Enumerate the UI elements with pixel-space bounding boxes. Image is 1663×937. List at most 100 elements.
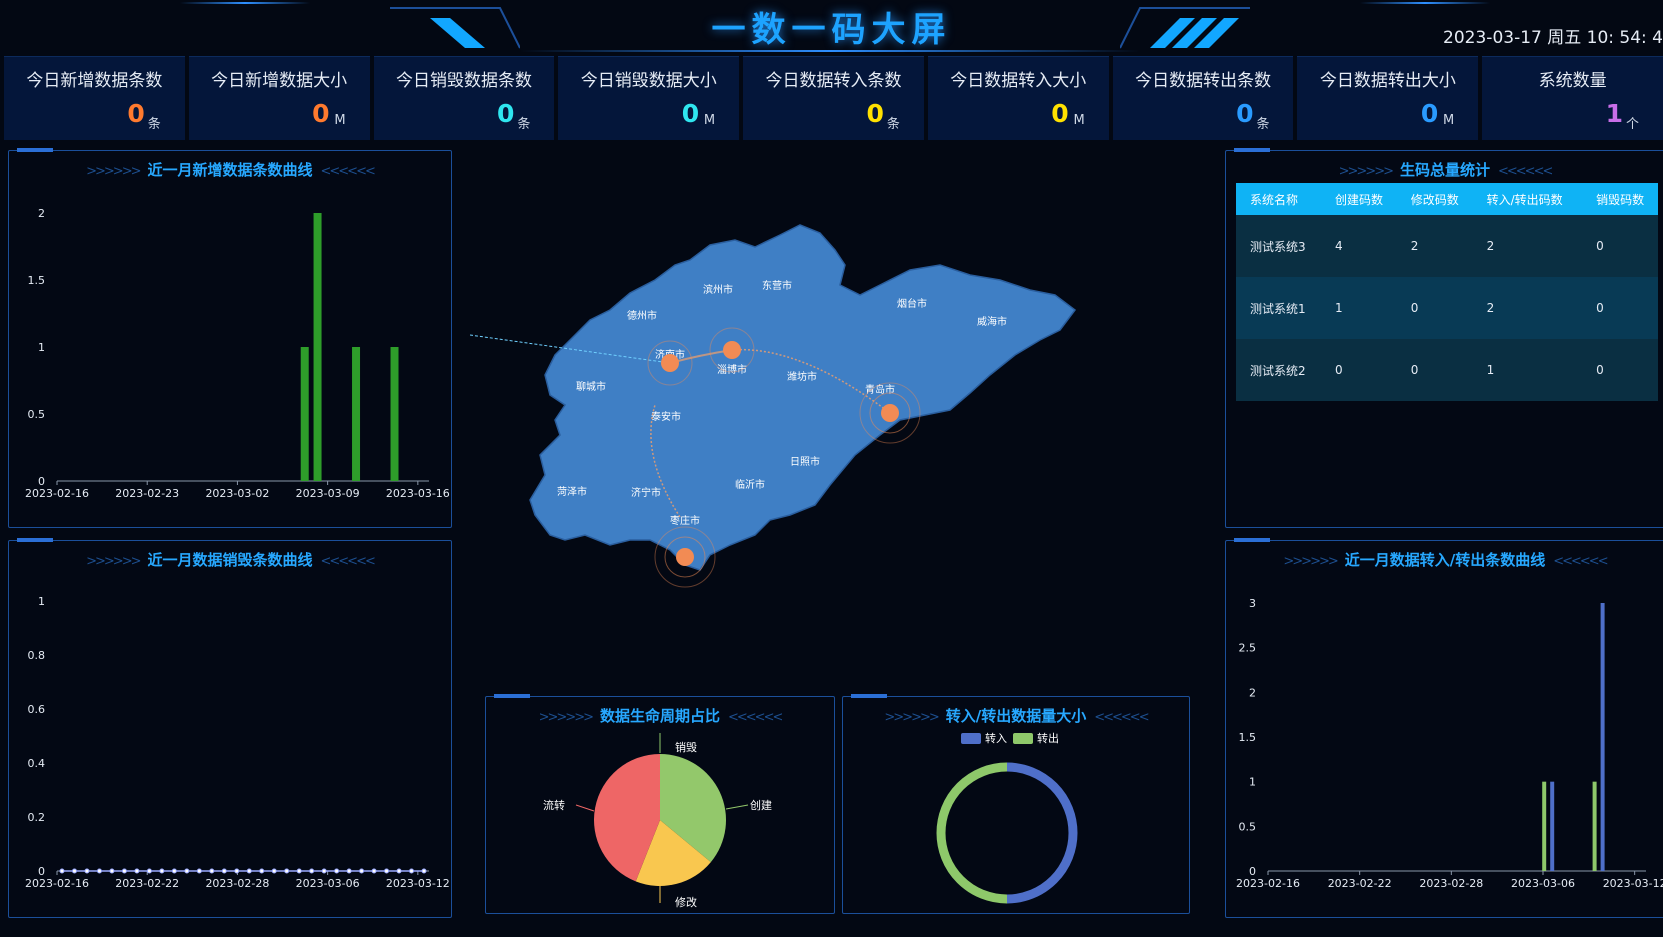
x-tick-label: 2023-02-22: [115, 877, 179, 890]
table-cell: 0: [1396, 339, 1473, 401]
map-city-label: 东营市: [762, 279, 792, 292]
stat-card: 今日销毁数据条数 0 条: [373, 56, 555, 140]
header-left-deco: [390, 7, 520, 49]
data-point[interactable]: [109, 868, 115, 874]
x-tick-label: 2023-02-16: [25, 487, 89, 500]
legend-swatch[interactable]: [961, 733, 981, 744]
data-point[interactable]: [184, 868, 190, 874]
data-point[interactable]: [421, 868, 427, 874]
table-row[interactable]: 测试系统1 1 0 2 0: [1236, 277, 1658, 339]
data-point[interactable]: [84, 868, 90, 874]
pie-slice-label: 创建: [750, 798, 772, 812]
data-point[interactable]: [134, 868, 140, 874]
data-point[interactable]: [246, 868, 252, 874]
data-point[interactable]: [371, 868, 377, 874]
data-point[interactable]: [221, 868, 227, 874]
datetime: 2023-03-17 周五 10: 54: 4: [1443, 28, 1663, 48]
bar[interactable]: [390, 347, 399, 481]
data-point[interactable]: [296, 868, 302, 874]
y-tick-label: 1: [38, 595, 45, 608]
map-city-label: 菏泽市: [557, 485, 587, 498]
y-tick-label: 2.5: [1239, 642, 1257, 655]
map-city-label: 潍坊市: [787, 370, 817, 383]
stat-label: 今日新增数据条数: [26, 71, 163, 91]
header: 一数一码大屏 2023-03-17 周五 10: 54: 4: [0, 0, 1663, 56]
bar[interactable]: [1592, 781, 1597, 871]
table-header-cell: 转入/转出码数: [1472, 183, 1583, 215]
data-point[interactable]: [396, 868, 402, 874]
map-city-label: 威海市: [977, 315, 1007, 328]
stat-unit: M: [1443, 113, 1455, 128]
pie-slice[interactable]: [635, 820, 711, 886]
pie-slice[interactable]: [594, 754, 660, 882]
bar[interactable]: [1550, 781, 1555, 871]
stat-unit: 条: [147, 117, 161, 132]
stat-label: 系统数量: [1538, 71, 1607, 91]
data-point[interactable]: [271, 868, 277, 874]
panel-title: >>>>>> 数据生命周期占比 <<<<<<: [538, 707, 784, 725]
map-marker-qingdao[interactable]: [859, 382, 921, 444]
data-point[interactable]: [96, 868, 102, 874]
table-row[interactable]: 测试系统3 4 2 2 0: [1236, 215, 1658, 277]
data-point[interactable]: [259, 868, 265, 874]
panel-new-data: >>>>>> 近一月新增数据条数曲线 <<<<<< 0 0.5 1 1.5 2 2023-02…: [8, 148, 452, 528]
x-tick-label: 2023-03-09: [296, 487, 360, 500]
data-point[interactable]: [334, 868, 340, 874]
stat-unit: 个: [1626, 117, 1640, 132]
pie-slice-label: 修改: [675, 895, 697, 909]
data-point[interactable]: [159, 868, 165, 874]
data-point[interactable]: [209, 868, 215, 874]
data-point[interactable]: [71, 868, 77, 874]
data-point[interactable]: [384, 868, 390, 874]
bar[interactable]: [1542, 781, 1547, 871]
data-point[interactable]: [196, 868, 202, 874]
pie-slice[interactable]: [660, 754, 726, 863]
legend-label[interactable]: 转出: [1037, 731, 1059, 745]
data-point[interactable]: [409, 868, 415, 874]
data-point[interactable]: [321, 868, 327, 874]
bar[interactable]: [1600, 603, 1605, 871]
bar[interactable]: [352, 347, 361, 481]
y-tick-label: 0.6: [28, 703, 46, 716]
data-point[interactable]: [171, 868, 177, 874]
y-tick-label: 0: [38, 475, 45, 488]
map-city-label: 临沂市: [735, 478, 765, 491]
bar[interactable]: [300, 347, 309, 481]
bar[interactable]: [313, 213, 322, 481]
map-marker-zaozhuang[interactable]: [654, 526, 716, 588]
x-tick-label: 2023-03-06: [296, 877, 360, 890]
stat-unit: M: [703, 113, 716, 128]
stat-card: 今日新增数据条数 0 条: [4, 56, 185, 140]
data-point[interactable]: [234, 868, 240, 874]
data-point[interactable]: [284, 868, 290, 874]
data-point[interactable]: [146, 868, 152, 874]
transfer-count-chart: 0 0.5 1 1.5 2 2.5 3 2023-02-16 2023-02-22 2023-02…: [1236, 597, 1663, 890]
shandong-map[interactable]: 滨州市东营市德州市烟台市威海市济南市淄博市潍坊市聊城市青岛市泰安市日照市菏泽市济…: [470, 215, 1120, 615]
map-marker-jinan[interactable]: [647, 340, 693, 386]
legend-label[interactable]: 转入: [985, 731, 1007, 745]
x-tick-label: 2023-03-12: [386, 877, 450, 890]
panel-destroy-data: >>>>>> 近一月数据销毁条数曲线 <<<<<< 0 0.2 0.4 0.6 0.8 1 20…: [8, 538, 452, 918]
data-point[interactable]: [359, 868, 365, 874]
donut-segment[interactable]: [936, 762, 1008, 904]
map-marker-zibo[interactable]: [709, 327, 755, 373]
stat-label: 今日销毁数据大小: [580, 71, 717, 91]
data-point[interactable]: [309, 868, 315, 874]
data-point[interactable]: [121, 868, 127, 874]
stat-card: 今日数据转入条数 0 条: [743, 56, 924, 140]
legend-swatch[interactable]: [1013, 733, 1033, 744]
data-point[interactable]: [59, 868, 65, 874]
stats-bar: 今日新增数据条数 0 条今日新增数据大小 0 M 今日销毁数据条数 0 条今日销毁数据大小 0 M…: [4, 56, 1663, 140]
stat-unit: 条: [1256, 117, 1270, 132]
stat-label: 今日数据转出大小: [1319, 71, 1456, 91]
pie-slice-label: 销毁: [675, 740, 697, 754]
stat-unit: 条: [886, 117, 900, 132]
data-point[interactable]: [346, 868, 352, 874]
table-row[interactable]: 测试系统2 0 0 1 0: [1236, 339, 1658, 401]
map-city-label: 济宁市: [631, 486, 661, 499]
donut-segment[interactable]: [1006, 762, 1078, 904]
panel-transfer-count: >>>>>> 近一月数据转入/转出条数曲线 <<<<<< 0 0.5 1 1.5 2 2.5 3…: [1225, 538, 1663, 918]
map-city-label: 聊城市: [576, 380, 606, 393]
x-tick-label: 2023-03-16: [386, 487, 450, 500]
map-city-label: 滨州市: [703, 283, 733, 296]
